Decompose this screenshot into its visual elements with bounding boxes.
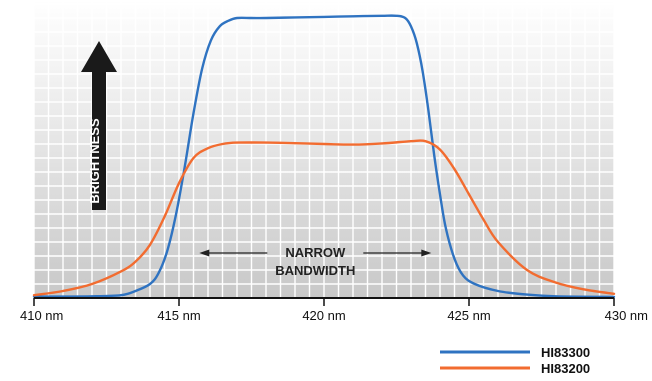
x-tick-label: 415 nm: [157, 308, 200, 323]
annotation-arrowhead-right: [421, 249, 432, 257]
x-tick-label: 410 nm: [20, 308, 63, 323]
y-axis-label: BRIGHTNESS: [87, 118, 102, 204]
legend-label-hi83200: HI83200: [541, 361, 590, 376]
bandwidth-annotation: NARROW BANDWIDTH: [199, 245, 432, 278]
x-tick-label: 430 nm: [605, 308, 648, 323]
series-line-hi83200: [32, 139, 616, 297]
x-tick-label: 425 nm: [447, 308, 490, 323]
annotation-arrowhead-left: [199, 249, 210, 257]
legend-label-hi83300: HI83300: [541, 345, 590, 360]
grid-lines: [33, 0, 615, 298]
legend: HI83300 HI83200: [440, 345, 590, 376]
x-tick-label: 420 nm: [302, 308, 345, 323]
brightness-arrow-icon: [81, 41, 117, 210]
series-line-hi83300: [32, 14, 616, 299]
annotation-line-2: BANDWIDTH: [275, 263, 355, 278]
x-axis-ticks: 410 nm 415 nm 420 nm 425 nm 430 nm: [20, 298, 648, 323]
annotation-line-1: NARROW: [285, 245, 346, 260]
series-layer: [32, 14, 616, 299]
